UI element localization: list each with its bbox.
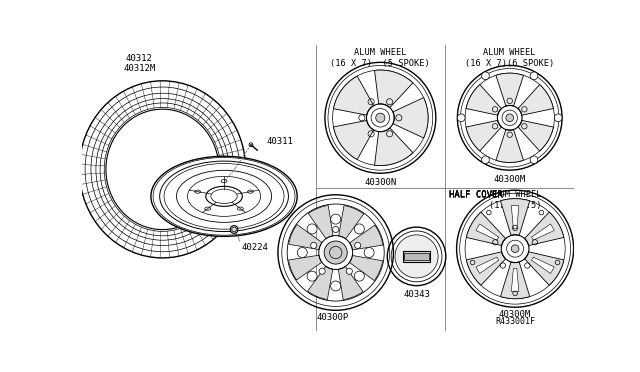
Circle shape bbox=[395, 235, 438, 278]
Text: ALUM WHEEL
(16 X 7)(6 SPOKE): ALUM WHEEL (16 X 7)(6 SPOKE) bbox=[465, 48, 554, 68]
Polygon shape bbox=[339, 205, 364, 239]
Polygon shape bbox=[349, 225, 383, 250]
Circle shape bbox=[482, 156, 490, 164]
Text: NISSAN: NISSAN bbox=[403, 251, 431, 260]
Circle shape bbox=[511, 245, 519, 253]
Polygon shape bbox=[518, 121, 554, 151]
Polygon shape bbox=[511, 206, 519, 229]
Text: 40343: 40343 bbox=[403, 290, 430, 299]
Circle shape bbox=[364, 247, 374, 257]
Circle shape bbox=[506, 114, 513, 122]
Polygon shape bbox=[496, 129, 524, 163]
Polygon shape bbox=[289, 255, 322, 280]
Circle shape bbox=[297, 247, 307, 257]
Circle shape bbox=[319, 268, 325, 274]
Polygon shape bbox=[511, 269, 519, 292]
Polygon shape bbox=[374, 70, 413, 108]
Circle shape bbox=[355, 224, 364, 234]
Polygon shape bbox=[476, 257, 499, 273]
Polygon shape bbox=[500, 199, 530, 235]
Circle shape bbox=[530, 72, 538, 80]
Text: 40300N: 40300N bbox=[364, 178, 397, 187]
Polygon shape bbox=[349, 256, 383, 280]
Circle shape bbox=[530, 156, 538, 164]
Ellipse shape bbox=[106, 109, 219, 230]
Polygon shape bbox=[374, 128, 413, 166]
Polygon shape bbox=[531, 257, 554, 273]
Text: HALF COVER: HALF COVER bbox=[449, 191, 502, 200]
Text: 40311: 40311 bbox=[266, 137, 293, 146]
Text: HALF COVER: HALF COVER bbox=[449, 190, 502, 199]
Circle shape bbox=[310, 242, 317, 248]
Circle shape bbox=[333, 226, 339, 232]
Text: ALUM WHEEL
(16 X 7)  (5 SPOKE): ALUM WHEEL (16 X 7) (5 SPOKE) bbox=[330, 48, 430, 68]
Polygon shape bbox=[333, 76, 374, 115]
Polygon shape bbox=[466, 84, 502, 115]
Circle shape bbox=[324, 241, 348, 264]
Circle shape bbox=[458, 114, 465, 122]
Circle shape bbox=[307, 224, 317, 234]
Polygon shape bbox=[525, 252, 564, 285]
FancyBboxPatch shape bbox=[404, 253, 429, 260]
Polygon shape bbox=[518, 84, 554, 115]
Text: 40224: 40224 bbox=[242, 243, 269, 252]
Polygon shape bbox=[308, 266, 333, 299]
Text: 40300M: 40300M bbox=[499, 310, 531, 319]
Text: 40300P: 40300P bbox=[316, 312, 349, 322]
Circle shape bbox=[554, 114, 562, 122]
Circle shape bbox=[355, 242, 361, 248]
Polygon shape bbox=[531, 224, 554, 240]
Polygon shape bbox=[467, 212, 506, 246]
Circle shape bbox=[376, 113, 385, 122]
Circle shape bbox=[307, 271, 317, 281]
Polygon shape bbox=[496, 73, 524, 106]
Polygon shape bbox=[500, 262, 530, 299]
Ellipse shape bbox=[151, 156, 297, 236]
Polygon shape bbox=[333, 121, 374, 160]
Polygon shape bbox=[467, 252, 506, 285]
Circle shape bbox=[346, 268, 353, 274]
Polygon shape bbox=[308, 205, 333, 239]
Text: 40300M: 40300M bbox=[493, 175, 526, 184]
Polygon shape bbox=[339, 266, 363, 300]
FancyBboxPatch shape bbox=[403, 251, 431, 262]
Polygon shape bbox=[289, 224, 322, 250]
Circle shape bbox=[482, 72, 490, 80]
Text: ALUM WHEEL
(17 X 7.5): ALUM WHEEL (17 X 7.5) bbox=[489, 190, 541, 209]
Text: R433001F: R433001F bbox=[495, 317, 535, 326]
Circle shape bbox=[331, 214, 340, 224]
Polygon shape bbox=[476, 224, 499, 240]
Polygon shape bbox=[466, 121, 502, 151]
Circle shape bbox=[355, 271, 364, 281]
Text: 40312
40312M: 40312 40312M bbox=[124, 54, 156, 73]
Circle shape bbox=[230, 225, 238, 233]
Polygon shape bbox=[393, 97, 428, 138]
Text: HALF COVER: HALF COVER bbox=[449, 190, 502, 199]
Circle shape bbox=[331, 281, 340, 291]
Polygon shape bbox=[525, 212, 564, 246]
